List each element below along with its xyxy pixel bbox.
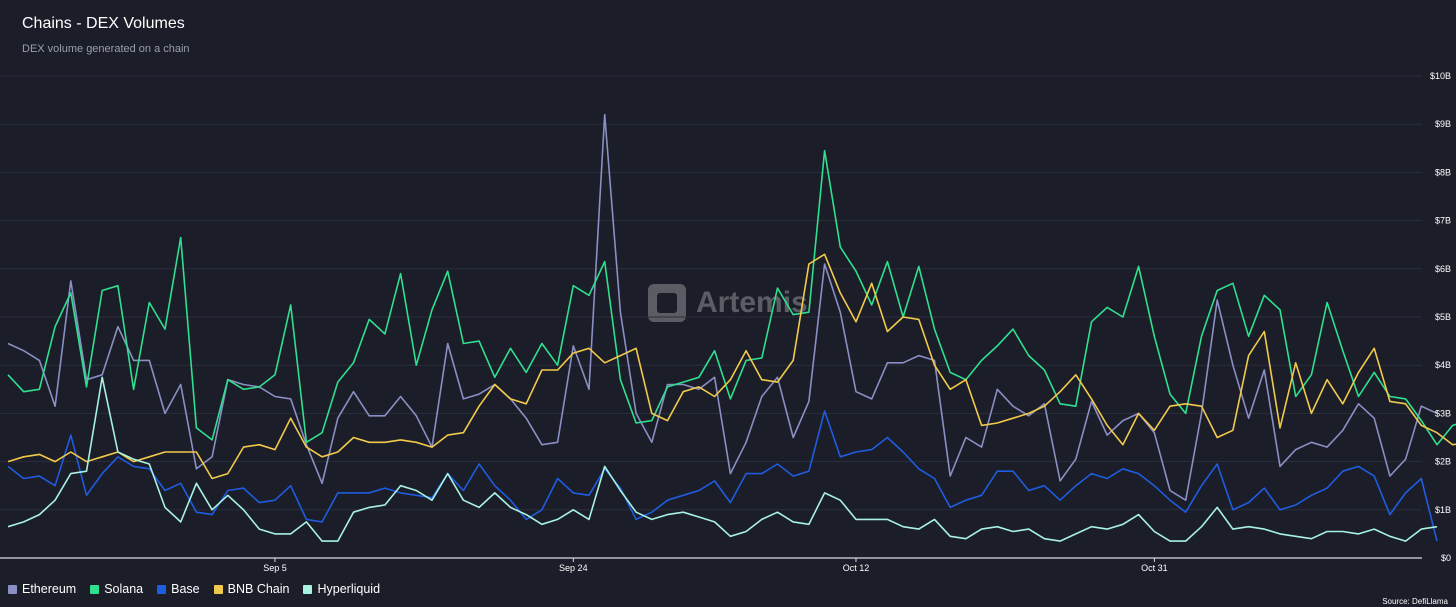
- legend-item-solana[interactable]: Solana: [90, 582, 143, 596]
- source-note: Source: DefiLlama: [1382, 597, 1448, 606]
- legend-label: BNB Chain: [227, 582, 290, 596]
- chart-title: Chains - DEX Volumes: [22, 15, 185, 32]
- grid-lines: [0, 75, 1422, 559]
- y-tick-label: $10B: [1430, 71, 1451, 81]
- series-lines: [7, 113, 1456, 542]
- y-tick-label: $6B: [1435, 264, 1451, 274]
- artemis-logo-icon: [648, 284, 686, 322]
- legend-label: Ethereum: [22, 582, 77, 596]
- legend-item-bnb-chain[interactable]: BNB Chain: [213, 582, 290, 596]
- series-line-solana: [7, 149, 1456, 446]
- series-line-bnb-chain: [7, 253, 1456, 480]
- artemis-watermark: Artemis: [648, 284, 808, 322]
- legend-swatch: [90, 584, 100, 594]
- y-tick-label: $0: [1441, 553, 1451, 563]
- y-tick-label: $4B: [1435, 360, 1451, 370]
- legend-swatch: [157, 584, 167, 594]
- y-tick-label: $9B: [1435, 119, 1451, 129]
- legend-label: Solana: [104, 582, 144, 596]
- x-tick-label: Oct 12: [843, 563, 870, 573]
- legend-label: Hyperliquid: [317, 582, 381, 596]
- y-tick-label: $3B: [1435, 408, 1451, 418]
- legend-swatch: [8, 584, 17, 594]
- y-tick-label: $1B: [1435, 505, 1451, 515]
- legend-item-base[interactable]: Base: [157, 582, 200, 596]
- x-axis-labels: Sep 5 Sep 24 Oct 12 Oct 31: [263, 558, 1168, 573]
- series-line-base: [7, 410, 1438, 542]
- y-axis-labels: $0 $1B $2B $3B $4B $5B $6B $7B $8B $9B $10B: [1430, 71, 1451, 563]
- legend-swatch: [213, 584, 223, 594]
- x-tick-label: Oct 31: [1141, 563, 1168, 573]
- y-tick-label: $7B: [1435, 216, 1451, 226]
- watermark-text: Artemis: [696, 286, 808, 319]
- y-tick-label: $8B: [1435, 167, 1451, 177]
- legend-swatch: [303, 584, 313, 594]
- y-tick-label: $5B: [1435, 312, 1451, 322]
- series-line-ethereum: [7, 113, 1438, 502]
- y-tick-label: $2B: [1435, 457, 1451, 467]
- legend-label: Base: [171, 582, 200, 596]
- series-line-hyperliquid: [7, 376, 1438, 542]
- legend: Ethereum Solana Base BNB Chain Hyperliquid: [8, 582, 380, 596]
- legend-item-ethereum[interactable]: Ethereum: [8, 582, 76, 596]
- x-tick-label: Sep 5: [263, 563, 287, 573]
- legend-item-hyperliquid[interactable]: Hyperliquid: [303, 582, 380, 596]
- x-tick-label: Sep 24: [559, 563, 588, 573]
- chart-subtitle: DEX volume generated on a chain: [22, 43, 190, 55]
